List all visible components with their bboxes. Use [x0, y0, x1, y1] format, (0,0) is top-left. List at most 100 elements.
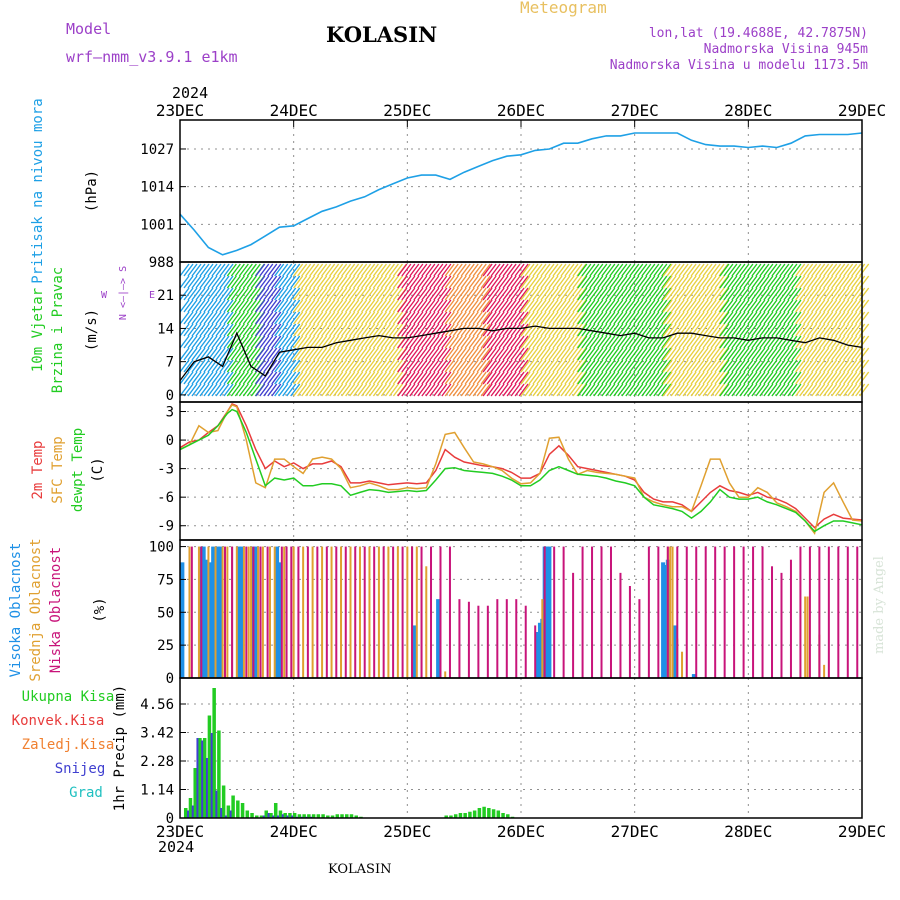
- wind-barb: [301, 311, 312, 325]
- wind-barb: [242, 287, 253, 301]
- wind-barb: [702, 299, 713, 313]
- wind-barb: [747, 287, 758, 301]
- wind-barb: [211, 323, 222, 337]
- wind-barb: [759, 263, 770, 277]
- cloud-bar: [349, 546, 352, 678]
- wind-barb: [337, 383, 348, 397]
- wind-barb: [337, 299, 348, 313]
- wind-barb: [743, 359, 754, 373]
- cloud-bar: [316, 546, 319, 678]
- wind-barb: [589, 359, 600, 373]
- wind-barb: [472, 335, 483, 349]
- wind-barb: [661, 371, 672, 385]
- wind-barb: [593, 311, 604, 325]
- wind-barb: [629, 287, 640, 301]
- precip-bar: [188, 798, 193, 818]
- wind-barb: [452, 347, 463, 361]
- wind-barb: [409, 287, 420, 301]
- wind-barb: [361, 287, 372, 301]
- wind-barb: [783, 299, 794, 313]
- x-tick-label-top: 29DEC: [838, 101, 886, 120]
- wind-barb: [226, 275, 237, 289]
- wind-barb: [613, 371, 624, 385]
- wind-barb: [706, 299, 717, 313]
- wind-barb: [250, 335, 261, 349]
- wind-barb: [246, 371, 257, 385]
- cloud-bar: [669, 546, 672, 678]
- wind-barb: [564, 263, 575, 277]
- wind-barb: [743, 371, 754, 385]
- wind-barb: [329, 275, 340, 289]
- wind-barb: [368, 371, 380, 385]
- wind-barb: [609, 347, 620, 361]
- wind-barb: [468, 359, 479, 373]
- wind-barb: [714, 347, 725, 361]
- wind-barb: [234, 311, 245, 325]
- wind-barb: [230, 359, 241, 373]
- wind-barb: [494, 275, 505, 289]
- wind-barb: [444, 383, 455, 397]
- wind-barb: [313, 383, 324, 397]
- wind-barb: [787, 311, 798, 325]
- wind-barb: [698, 299, 709, 313]
- lonlat-label: lon,lat (19.4688E, 42.7875N): [648, 26, 868, 41]
- wind-barb: [401, 323, 412, 337]
- wind-barb: [649, 287, 660, 301]
- wind-barb: [690, 347, 701, 361]
- wind-barb: [855, 323, 866, 337]
- wind-barb: [301, 347, 312, 361]
- wind-barb: [203, 311, 214, 325]
- wind-barb: [645, 383, 656, 397]
- wind-barb: [859, 299, 870, 313]
- precip-bar: [286, 815, 289, 818]
- precip-bar: [340, 814, 344, 818]
- wind-barb: [767, 275, 778, 289]
- wind-barb: [301, 275, 312, 289]
- wind-barb: [572, 263, 583, 277]
- cloud-bar: [671, 546, 674, 678]
- wind-barb: [226, 371, 237, 385]
- wind-barb: [690, 263, 701, 277]
- wind-barb: [839, 287, 850, 301]
- wind-barb: [278, 311, 289, 325]
- cloud-bar: [430, 546, 433, 678]
- wind-barb: [219, 371, 230, 385]
- wind-barb: [195, 263, 206, 277]
- precip-legend-label: Zaledj.Kisa: [22, 737, 115, 753]
- wind-barb: [388, 287, 400, 301]
- wind-barb: [286, 299, 297, 313]
- wind-barb: [345, 335, 356, 349]
- wind-barb: [211, 347, 222, 361]
- wind-barb: [791, 275, 802, 289]
- wind-barb: [502, 287, 513, 301]
- wind-barb: [779, 311, 790, 325]
- wind-barb: [179, 311, 190, 325]
- wind-barb-band: [274, 263, 301, 397]
- wind-barb: [706, 275, 717, 289]
- wind-barb: [409, 383, 420, 397]
- wind-barb: [548, 323, 559, 337]
- wind-barb: [271, 287, 282, 301]
- wind-barb: [556, 335, 567, 349]
- cloud-bar: [306, 546, 309, 678]
- wind-barb: [710, 263, 721, 277]
- wind-barb: [835, 287, 846, 301]
- wind-barb: [755, 371, 766, 385]
- wind-barb: [710, 323, 721, 337]
- wind-barb: [779, 275, 790, 289]
- wind-barb: [219, 359, 230, 373]
- precip-bar: [349, 814, 354, 818]
- wind-barb: [589, 323, 600, 337]
- wind-barb: [645, 275, 656, 289]
- wind-barb: [625, 311, 636, 325]
- wind-barb: [444, 275, 455, 289]
- wind-barb: [514, 371, 525, 385]
- wind-barb: [775, 383, 786, 397]
- precip-bar: [269, 813, 273, 818]
- wind-barb: [536, 347, 547, 361]
- wind-barb: [267, 347, 278, 361]
- wind-barb: [230, 299, 241, 313]
- wind-barb: [211, 311, 222, 325]
- wind-barb: [803, 371, 814, 385]
- wind-barb: [514, 347, 525, 361]
